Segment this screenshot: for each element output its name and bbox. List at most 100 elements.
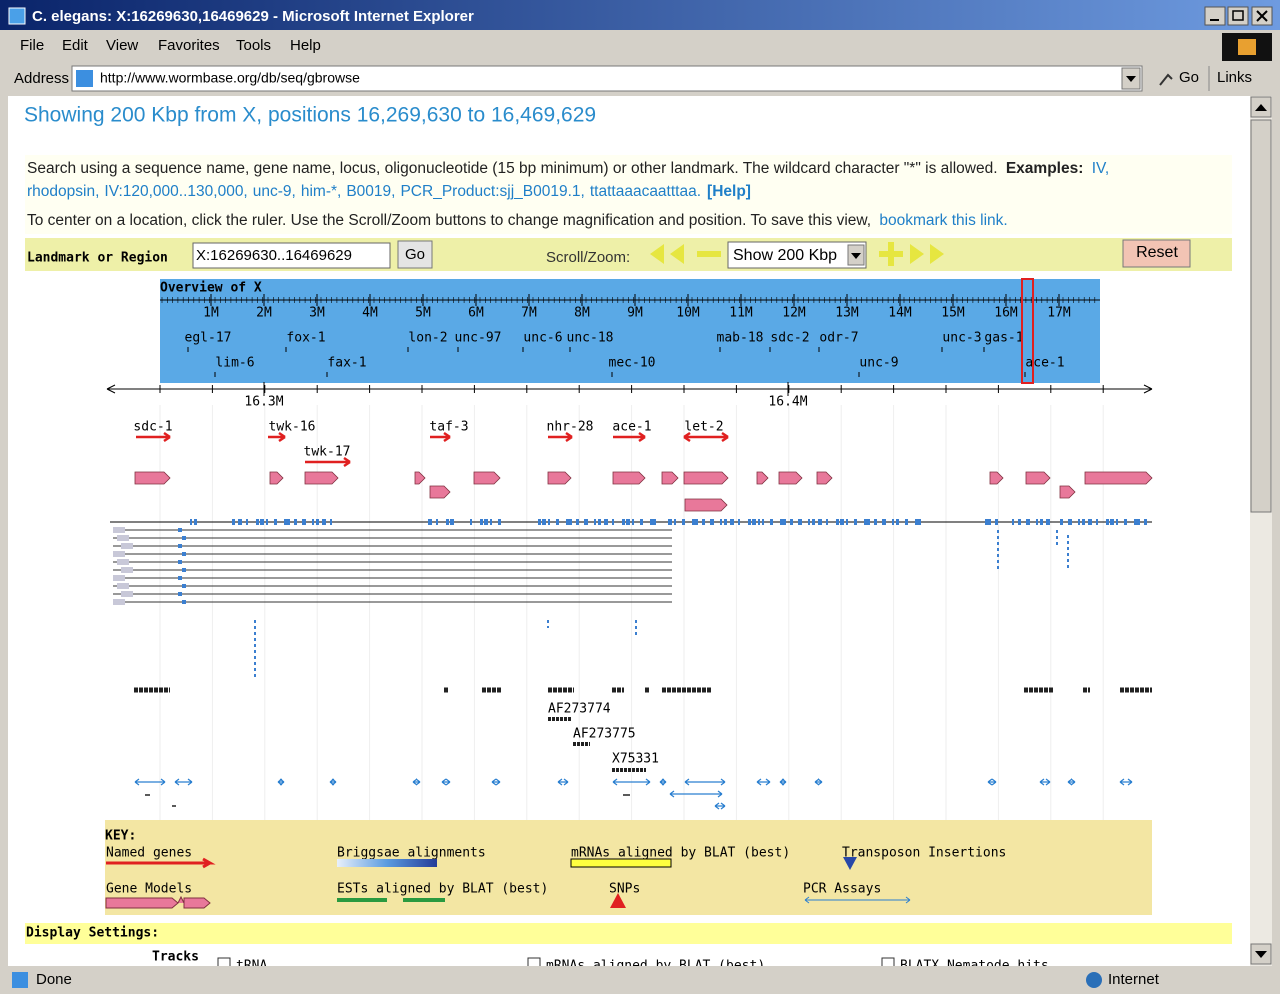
overview-tick-label: 14M [888,306,912,321]
menu-item[interactable]: Edit [62,37,89,54]
alignment-block [1144,519,1147,525]
pcr-assay [684,778,726,786]
alignment-block [724,519,727,525]
key-mrna [570,858,672,868]
alignment-block [812,519,815,525]
menu-item[interactable]: View [106,37,138,54]
named-gene-label[interactable]: twk-16 [269,420,316,435]
key-named-genes [106,857,216,869]
clone-label[interactable]: AF273774 [548,702,611,717]
scroll-left[interactable] [650,244,684,264]
zoom-in-bar[interactable] [879,251,903,257]
overview-gene-label[interactable]: lim-6 [215,356,254,371]
clone-label[interactable]: X75331 [612,752,659,767]
key-label: SNPs [609,882,640,897]
overview-gene-label[interactable]: mec-10 [609,356,656,371]
key-label: ESTs aligned by BLAT (best) [337,882,548,897]
named-gene-label[interactable]: twk-17 [304,445,351,460]
overview-gene-label[interactable]: fax-1 [327,356,366,371]
overview-gene-label[interactable]: gas-1 [984,331,1023,346]
named-gene-arrow [136,431,171,443]
landmark-input[interactable] [192,242,391,269]
overview-gene-label[interactable]: unc-18 [567,331,614,346]
overview-tick-label: 7M [521,306,537,321]
reset-button[interactable] [1122,239,1191,268]
alignment-block [288,519,290,525]
alignment-block [640,519,643,525]
alignment-block [594,519,596,525]
alignment-block [428,519,432,525]
help-link[interactable]: [Help] [707,183,751,200]
clone-label[interactable]: AF273775 [573,727,636,742]
zoom-out[interactable] [697,251,721,257]
menu-item[interactable]: Favorites [158,37,220,54]
address-input[interactable] [71,65,1143,92]
overview-gene-label[interactable]: lon-2 [408,331,447,346]
menu-item[interactable]: Tools [236,37,271,54]
mrna-exon [117,559,129,565]
alignment-block [1106,519,1109,525]
alignment-block [864,519,868,525]
named-gene-label[interactable]: nhr-28 [547,420,594,435]
overview-gene-label[interactable]: fox-1 [286,331,325,346]
scroll-thumb[interactable] [1250,119,1272,513]
overview-gene-label[interactable]: mab-18 [717,331,764,346]
example-link[interactable]: IV, [1092,160,1110,177]
overview-gene-label[interactable]: unc-97 [455,331,502,346]
overview-gene-label[interactable]: unc-6 [523,331,562,346]
named-gene-label[interactable]: taf-3 [429,420,468,435]
menu-item[interactable]: Help [290,37,321,54]
example-link[interactable]: IV:120,000..130,000, [104,183,247,200]
alignment-block [1046,519,1050,525]
alignment-block [748,519,751,525]
scroll-right[interactable] [910,244,944,264]
alignment-block [542,519,546,525]
zoom-select[interactable] [727,241,867,269]
minimize-button[interactable] [1204,6,1226,26]
alignment-block [790,519,793,525]
example-link[interactable]: unc-9, [253,183,296,200]
named-gene-label[interactable]: let-2 [684,420,723,435]
landmark-label: Landmark or Region [27,251,168,266]
overview-gene-label[interactable]: unc-3 [942,331,981,346]
gene-model [1084,471,1153,485]
pcr-assay [987,778,997,786]
overview-tick-label: 4M [362,306,378,321]
key-briggsae [337,859,437,867]
detail-ruler[interactable] [106,384,1153,394]
named-gene-label[interactable]: sdc-1 [133,420,172,435]
overview-gene-label[interactable]: unc-9 [859,356,898,371]
pcr-assay [491,778,501,786]
overview-gene-label[interactable]: egl-17 [185,331,232,346]
mrna-exon [178,544,182,548]
menu-item[interactable]: File [20,37,44,54]
alignment-block [470,519,472,525]
mrna-exon [182,584,186,588]
overview-tick-label: 5M [415,306,431,321]
example-link[interactable]: him-*, [301,183,341,200]
status-zone: Internet [1108,971,1160,988]
alignment-block [846,519,848,525]
links-button[interactable]: Links [1217,69,1252,86]
maximize-button[interactable] [1227,6,1249,26]
alignment-block [762,519,764,525]
alignment-block [989,519,991,525]
mrna-exon [113,551,125,557]
example-link[interactable]: rhodopsin, [27,183,99,200]
pcr-assay [814,778,823,786]
alignment-block [632,519,634,525]
overview-gene-label[interactable]: ace-1 [1025,356,1064,371]
example-link[interactable]: PCR_Product:sjj_B0019.1, [400,183,584,200]
mrna-exon [117,535,129,541]
overview-gene-label[interactable]: odr-7 [819,331,858,346]
gene-model [269,471,284,485]
go-submit[interactable] [397,240,433,269]
go-button[interactable]: Go [1179,69,1199,86]
alignment-block [622,519,625,525]
pcr-assay [277,778,285,786]
named-gene-label[interactable]: ace-1 [612,420,651,435]
overview-gene-label[interactable]: sdc-2 [770,331,809,346]
bookmark-link[interactable]: bookmark this link. [879,212,1007,229]
example-link[interactable]: ttattaaacaatttaa. [590,183,701,200]
example-link[interactable]: B0019, [346,183,395,200]
